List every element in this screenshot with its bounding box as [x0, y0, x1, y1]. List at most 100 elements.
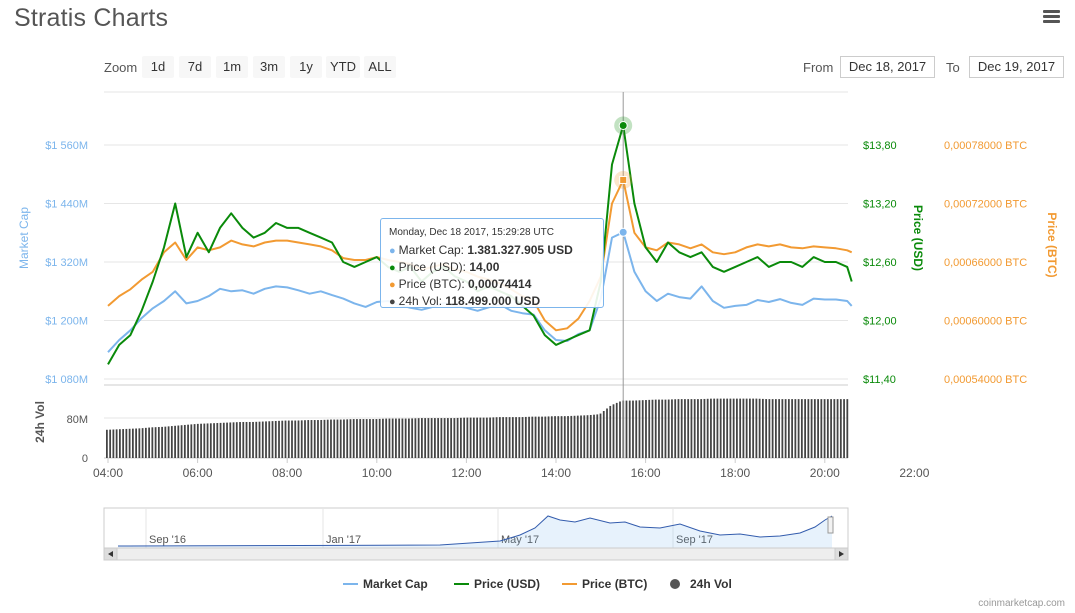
volume-bar [768, 399, 771, 458]
scroll-right-icon [839, 551, 844, 557]
volume-bar [736, 398, 738, 458]
credit-link[interactable]: coinmarketcap.com [978, 598, 1065, 609]
volume-bar [265, 421, 267, 458]
volume-bar [252, 421, 254, 458]
market-cap-tick-label: $1 200M [45, 316, 88, 328]
price-btc-tick-label: 0,00054000 BTC [944, 374, 1027, 386]
legend-price-usd[interactable]: Price (USD) [474, 577, 540, 591]
volume-bar [183, 424, 186, 458]
volume-bar [489, 417, 491, 458]
price-usd-line [107, 124, 853, 365]
volume-bar [710, 398, 712, 458]
zoom-ytd-button[interactable]: YTD [326, 56, 360, 78]
x-tick-label: 10:00 [362, 466, 392, 480]
volume-bar [706, 398, 709, 458]
volume-bar [479, 417, 482, 458]
volume-bar [170, 426, 173, 458]
market-cap-tick-label: $1 320M [45, 257, 88, 269]
volume-bar [567, 416, 569, 458]
navigator-frame [103, 507, 849, 549]
volume-bar [749, 398, 751, 458]
price-usd-axis-title: Price (USD) [911, 205, 925, 271]
volume-bar [632, 400, 634, 458]
volume-bar [349, 419, 352, 458]
menu-icon[interactable] [1043, 10, 1060, 23]
volume-bar [635, 400, 638, 458]
zoom-7d-button[interactable]: 7d [179, 56, 211, 78]
volume-bar [388, 418, 391, 458]
x-tick-label: 14:00 [541, 466, 571, 480]
volume-bar [466, 417, 469, 458]
volume-bar [524, 416, 527, 458]
volume-bar [761, 398, 764, 458]
zoom-1y-button[interactable]: 1y [290, 56, 322, 78]
volume-bar [687, 399, 690, 458]
volume-bar [505, 417, 508, 458]
volume-bar [784, 399, 787, 458]
zoom-1d-button[interactable]: 1d [142, 56, 174, 78]
volume-bar [372, 419, 375, 458]
volume-bar [742, 398, 745, 458]
volume-bar [362, 419, 365, 458]
volume-bar [378, 418, 381, 458]
legend-market-cap[interactable]: Market Cap [363, 577, 428, 591]
zoom-3m-button[interactable]: 3m [253, 56, 285, 78]
volume-bar [138, 428, 141, 458]
volume-bar [375, 419, 378, 458]
scroll-left-icon [108, 551, 113, 557]
volume-bar [385, 418, 388, 458]
volume-bar [684, 399, 686, 458]
volume-bar [576, 415, 579, 458]
volume-bar [638, 400, 641, 458]
volume-bar [667, 399, 670, 458]
volume-bar [395, 418, 397, 458]
market-cap-axis-title: Market Cap [17, 207, 31, 269]
volume-bar [346, 419, 349, 458]
volume-bar [648, 399, 651, 458]
volume-bar [433, 418, 436, 458]
volume-bar [599, 413, 602, 458]
volume-bar [544, 416, 547, 458]
volume-bar [739, 398, 742, 458]
price-btc-line [107, 179, 853, 332]
volume-bar [593, 414, 595, 458]
volume-bar [408, 418, 410, 458]
volume-bar [268, 421, 271, 458]
volume-bar [729, 398, 732, 458]
zoom-all-button[interactable]: ALL [364, 56, 396, 78]
volume-bar [219, 422, 222, 458]
legend-volume[interactable]: 24h Vol [690, 577, 732, 591]
volume-bar [333, 419, 336, 458]
volume-bar [674, 399, 677, 458]
legend-price-btc[interactable]: Price (BTC) [582, 577, 647, 591]
volume-bar [242, 421, 245, 458]
volume-bar [573, 415, 576, 458]
page-title: Stratis Charts [14, 4, 169, 32]
zoom-1m-button[interactable]: 1m [216, 56, 248, 78]
volume-bar [401, 418, 404, 458]
volume-bar [843, 399, 845, 458]
volume-bar [752, 398, 755, 458]
to-date-input[interactable]: Dec 19, 2017 [969, 56, 1064, 78]
volume-bar [128, 428, 131, 458]
volume-bar [209, 423, 212, 458]
volume-bar [255, 421, 258, 458]
volume-bar [304, 420, 306, 458]
price-usd-tick-label: $11,40 [863, 374, 896, 386]
volume-bar [317, 420, 319, 458]
volume-tick-label: 80M [67, 414, 88, 426]
volume-bar [382, 418, 384, 458]
volume-bar [791, 399, 794, 458]
volume-bar [336, 419, 339, 458]
volume-bar [781, 399, 784, 458]
volume-bar [109, 429, 112, 458]
volume-bar [700, 399, 703, 458]
volume-bar [424, 418, 427, 458]
volume-bar [258, 421, 261, 458]
volume-bar [398, 418, 401, 458]
from-date-input[interactable]: Dec 18, 2017 [840, 56, 935, 78]
volume-bar [586, 415, 589, 458]
volume-bar [645, 400, 647, 458]
market-cap-tick-label: $1 080M [45, 374, 88, 386]
